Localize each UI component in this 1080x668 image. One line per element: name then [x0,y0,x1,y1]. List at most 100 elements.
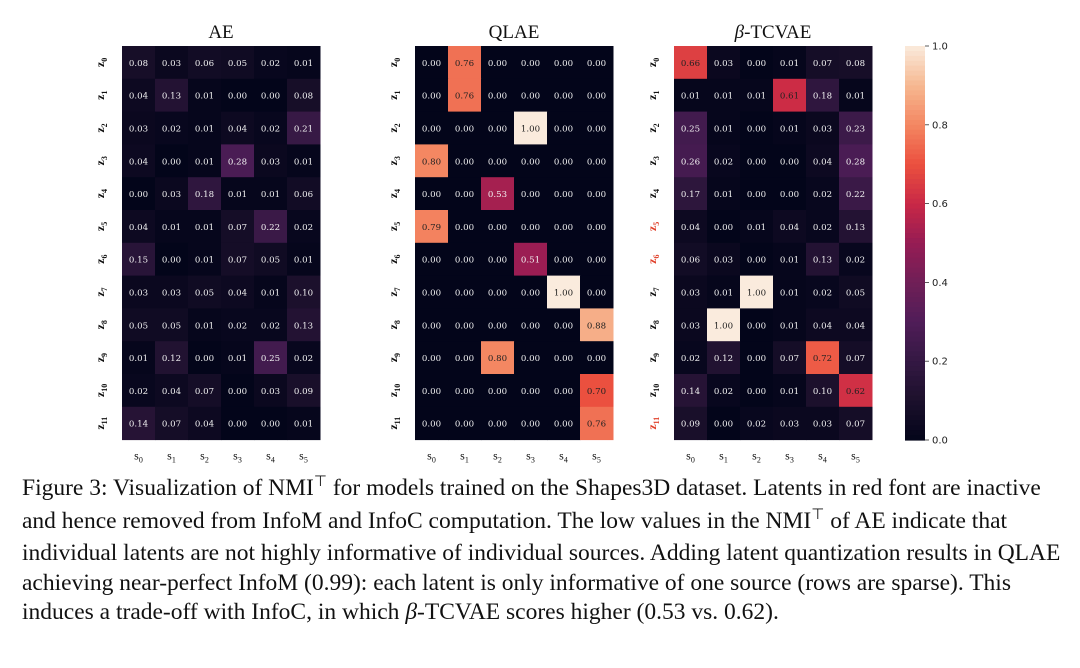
heatmap-cell [221,144,255,178]
cell-value-label: 0.02 [714,157,733,167]
cell-value-label: 0.00 [587,59,606,69]
cell-value-label: 0.00 [521,223,540,233]
cell-value-label: 0.00 [554,125,573,135]
heatmap-cell [839,210,873,244]
cell-value-label: 0.00 [554,321,573,331]
heatmap-cell [287,177,321,211]
row-label: z1 [645,91,661,100]
heatmap-cell [674,210,708,244]
heatmap-cell [287,341,321,375]
heatmap-cell [707,242,741,277]
cell-value-label: 0.00 [422,59,441,69]
heatmap-cell [415,111,449,145]
colorbar-segment [905,164,925,170]
heatmap-cell [287,78,321,113]
heatmap-cell [547,374,581,408]
cell-value-label: 0.00 [747,256,766,266]
cell-value-label: 0.09 [294,387,313,397]
heatmap-cell [839,78,873,113]
heatmap-cell [221,111,255,145]
cell-value-label: 0.00 [747,387,766,397]
cell-value-label: 0.80 [422,157,441,167]
cell-value-label: 0.07 [228,256,247,266]
colorbar-segment [905,80,925,86]
heatmap-cell [155,78,189,113]
colorbar-segment [905,385,925,392]
cell-value-label: 0.00 [228,420,247,430]
cell-value-label: 0.00 [554,256,573,266]
cell-value-label: 0.00 [554,223,573,233]
cell-value-label: 0.00 [422,256,441,266]
cell-value-label: 0.05 [195,289,214,299]
colorbar-segment [905,149,925,155]
colorbar-segment [905,238,925,244]
cell-value-label: 0.00 [488,256,507,266]
panel-title: QLAE [489,22,540,43]
cell-value-label: 0.02 [681,354,700,364]
heatmap-cell [514,111,548,145]
heatmap-cell [221,406,255,441]
heatmap-cell [514,144,548,178]
heatmap-cell [254,46,288,80]
cell-value-label: 0.01 [294,157,313,167]
heatmap-cell [254,78,288,113]
colorbar-segment [905,193,925,200]
cell-value-label: 0.02 [261,59,280,69]
heatmap-cell [580,144,614,178]
heatmap-cell [740,374,774,408]
colorbar-segment [905,380,925,387]
cell-value-label: 0.25 [681,125,700,135]
heatmap-cell [188,275,222,309]
cell-value-label: 0.03 [162,289,181,299]
heatmap-cell [580,78,614,113]
heatmap-cell [221,374,255,408]
heatmap-cell [740,275,774,309]
cell-value-label: 0.00 [587,223,606,233]
cell-value-label: 0.05 [162,321,181,331]
caption-beta-symbol: β [405,599,418,625]
cell-value-label: 0.02 [261,321,280,331]
colorbar-segment [905,346,925,352]
cell-value-label: 0.18 [195,190,214,200]
heatmap-cell [580,46,614,80]
colorbar-segment [905,95,925,101]
colorbar-segment [905,228,925,234]
cell-value-label: 0.05 [228,59,247,69]
cell-value-label: 0.10 [813,387,832,397]
cell-value-label: 0.17 [681,190,700,200]
heatmap-cell [514,406,548,441]
heatmap-cell [155,210,189,244]
row-label: z6 [386,255,402,264]
heatmap-cell [580,406,614,441]
cell-value-label: 0.00 [422,321,441,331]
heatmap-cell [839,308,873,342]
colorbar-segment [905,218,925,224]
cell-value-label: 0.02 [162,125,181,135]
cell-value-label: 0.02 [228,321,247,331]
cell-value-label: 0.01 [195,125,214,135]
column-label: s5 [299,449,308,465]
cell-value-label: 0.00 [488,387,507,397]
cell-value-label: 0.00 [587,256,606,266]
cell-value-label: 0.01 [681,92,700,102]
cell-value-label: 0.72 [813,354,832,364]
cell-value-label: 0.00 [261,420,280,430]
cell-value-label: 0.01 [714,190,733,200]
cell-value-label: 0.00 [422,190,441,200]
row-label: z2 [386,123,402,132]
heatmap-cell [155,111,189,145]
cell-value-label: 0.00 [587,354,606,364]
heatmap-cell [740,242,774,277]
colorbar-segment [905,60,925,67]
heatmap-cell [448,341,482,375]
row-label: z9 [386,353,402,362]
heatmap-cell [674,177,708,211]
cell-value-label: 0.79 [422,223,441,233]
heatmap-cell [254,111,288,145]
cell-value-label: 0.00 [422,387,441,397]
figure-caption: Figure 3: Visualization of NMI⊤ for mode… [22,474,1062,628]
row-label: z8 [386,320,402,329]
cell-value-label: 0.00 [488,125,507,135]
cell-value-label: 0.03 [813,420,832,430]
cell-value-label: 0.02 [294,354,313,364]
